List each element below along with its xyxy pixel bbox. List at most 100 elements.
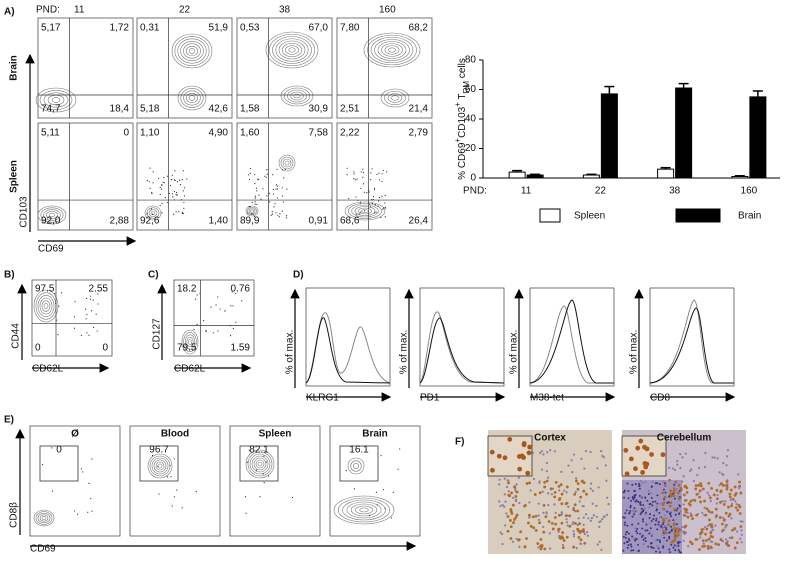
dot [627,537,630,540]
dot [217,330,219,332]
label: 2,51 [340,104,360,115]
dot [682,539,685,542]
dot [724,538,728,541]
dot [637,550,640,553]
dot [561,531,565,535]
dot [371,202,374,205]
dot [517,466,523,472]
dot [360,211,362,213]
axis-label: Spleen [9,160,20,193]
dot [171,505,173,507]
dot [685,486,689,490]
dot [668,504,672,508]
dot [706,491,709,494]
dot [672,527,676,530]
dot [626,546,629,549]
dot [627,490,630,493]
dot [547,476,550,479]
dot [582,516,585,519]
dot [652,546,655,549]
dot [375,211,377,213]
label: 7,58 [309,128,329,139]
contour [171,33,213,69]
dot [172,213,175,215]
dot [496,453,502,459]
dot [676,507,679,510]
dot [355,213,357,215]
dot [663,536,666,539]
dot [730,504,733,508]
dot [734,500,737,503]
label: Blood [161,429,189,440]
contour [177,85,207,111]
dot [255,187,257,189]
contour [41,300,51,312]
dot [514,498,518,501]
dot [572,545,576,549]
dot [152,171,154,173]
y-label-part: + [453,102,462,107]
dot [275,212,277,214]
dot [244,496,247,498]
dot [514,516,518,519]
y-label-part: RM [462,81,471,94]
dot [85,297,88,300]
dot [276,188,279,190]
dot [698,495,702,499]
dot [489,449,495,455]
dot [529,489,532,492]
dot [554,522,558,526]
dot [275,188,277,190]
dot [728,495,732,499]
label: B) [4,270,15,281]
dot [276,197,279,199]
dot [669,489,673,493]
dot [740,533,743,536]
dot [586,534,589,537]
dot [166,476,169,478]
contour [380,88,410,108]
dot [738,480,741,484]
dot [646,529,649,532]
dot [158,493,160,495]
dot [639,532,642,535]
dot [384,216,386,218]
dot [41,463,44,466]
dot [547,520,551,523]
dot [565,518,568,521]
dot [595,504,598,508]
dot [536,542,540,545]
label: PD1 [420,393,440,404]
dot [381,173,383,175]
dot [254,197,257,199]
dot [633,496,636,499]
dot [689,514,693,517]
dot [89,298,92,300]
label: 51,9 [209,23,229,34]
dot [501,542,504,546]
dot [558,498,561,502]
contour [381,43,403,57]
label: 2.55 [89,284,109,295]
dot [719,500,722,504]
dot [359,203,361,205]
dot [656,544,659,548]
dot [707,481,711,485]
contour [188,95,196,101]
dot [82,471,84,473]
dot [677,497,681,501]
dot [548,532,551,535]
dot [662,480,665,483]
dot [673,508,677,511]
dot [684,531,688,534]
dot [677,549,680,552]
dot [88,482,90,484]
dot [671,467,675,470]
dot [533,493,537,496]
dot [640,470,645,475]
dot [173,179,176,181]
dot [399,448,401,450]
dot [354,179,356,181]
dot [85,308,87,310]
